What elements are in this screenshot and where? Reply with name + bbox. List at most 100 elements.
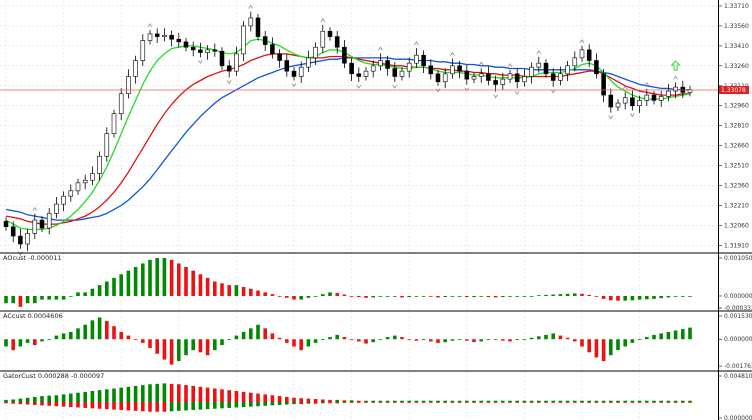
candle-body[interactable] (298, 66, 304, 77)
candle-body[interactable] (3, 221, 9, 228)
indicator-panels[interactable]: AOcust -0.000011 0.0010509 0.000000 -0.0003… (0, 252, 752, 420)
indicator-panel-ao[interactable]: AOcust -0.000011 0.0010509 0.000000 -0.0003… (0, 252, 752, 312)
candle-body[interactable] (514, 73, 520, 83)
candle-body[interactable] (183, 41, 189, 48)
price-panel[interactable] (0, 0, 718, 420)
candle-body[interactable] (356, 73, 362, 77)
candle-body[interactable] (666, 90, 671, 97)
candle-body[interactable] (118, 93, 124, 115)
candle-body[interactable] (673, 86, 678, 92)
candle-body[interactable] (615, 102, 621, 108)
candle-body[interactable] (46, 213, 52, 229)
candle-body[interactable] (10, 226, 16, 237)
candle-body[interactable] (651, 94, 657, 101)
candle-body[interactable] (54, 203, 59, 214)
candle-body[interactable] (284, 60, 290, 72)
indicator-panel-ac[interactable]: ACcust 0.0004606 0.0015304 0.000000 -0.0017… (0, 310, 752, 370)
candle-body[interactable] (644, 94, 650, 101)
candle-body[interactable] (176, 38, 182, 43)
candle-body[interactable] (421, 54, 426, 67)
indicator-panel-gator[interactable]: GatorCust 0.000288 -0.000097 0.004810 0.00… (0, 370, 752, 420)
candle-body[interactable] (90, 173, 95, 181)
candle-body[interactable] (658, 96, 664, 101)
candle-body[interactable] (234, 53, 239, 72)
candle-body[interactable] (97, 155, 102, 174)
candle-body[interactable] (536, 62, 542, 68)
candlesticks[interactable] (3, 11, 693, 252)
candle-body[interactable] (457, 65, 462, 72)
candle-body[interactable] (385, 60, 390, 69)
candle-body[interactable] (579, 49, 585, 59)
candle-body[interactable] (162, 34, 167, 37)
candle-body[interactable] (637, 100, 642, 107)
candle-body[interactable] (378, 60, 383, 67)
candle-body[interactable] (601, 73, 606, 96)
candle-body[interactable] (478, 73, 484, 77)
candle-body[interactable] (111, 113, 117, 134)
candle-body[interactable] (622, 97, 628, 104)
candle-body[interactable] (594, 60, 599, 75)
candle-body[interactable] (435, 73, 441, 83)
candle-body[interactable] (550, 73, 556, 81)
candle-body[interactable] (190, 46, 196, 51)
candle-body[interactable] (205, 49, 210, 53)
candle-body[interactable] (169, 34, 174, 40)
candle-body[interactable] (18, 235, 23, 245)
candle-body[interactable] (147, 33, 153, 41)
candle-body[interactable] (392, 68, 398, 77)
candle-body[interactable] (500, 78, 506, 85)
candle-body[interactable] (399, 70, 405, 77)
candle-body[interactable] (428, 65, 434, 75)
candle-body[interactable] (486, 73, 491, 81)
candle-body[interactable] (291, 70, 297, 77)
candle-body[interactable] (126, 76, 131, 95)
candle-body[interactable] (104, 133, 110, 157)
candle-body[interactable] (349, 62, 354, 75)
candle-body[interactable] (586, 49, 592, 61)
candle-body[interactable] (32, 219, 38, 234)
candle-body[interactable] (529, 66, 534, 77)
candle-body[interactable] (82, 179, 88, 184)
candle-body[interactable] (414, 54, 419, 64)
candle-body[interactable] (464, 70, 470, 80)
candle-body[interactable] (363, 70, 369, 77)
candle-body[interactable] (248, 17, 254, 27)
candle-body[interactable] (630, 97, 635, 107)
candle-body[interactable] (327, 30, 333, 37)
candle-body[interactable] (471, 76, 477, 80)
candle-body[interactable] (61, 195, 66, 205)
candle-body[interactable] (270, 44, 275, 55)
candle-body[interactable] (75, 182, 81, 192)
candle-body[interactable] (277, 53, 282, 61)
candle-body[interactable] (342, 46, 347, 64)
candle-body[interactable] (543, 62, 549, 75)
candle-body[interactable] (212, 49, 218, 52)
candle-body[interactable] (370, 65, 376, 72)
candle-body[interactable] (608, 94, 614, 108)
candle-body[interactable] (140, 40, 146, 61)
candle-body[interactable] (241, 25, 246, 55)
candle-body[interactable] (450, 65, 455, 75)
candle-body[interactable] (572, 57, 578, 67)
candle-body[interactable] (507, 73, 513, 80)
candle-body[interactable] (406, 62, 412, 72)
candle-body[interactable] (442, 73, 448, 83)
candle-body[interactable] (25, 233, 30, 245)
candle-body[interactable] (565, 65, 570, 75)
candle-body[interactable] (154, 33, 160, 37)
candle-body[interactable] (262, 36, 268, 45)
candle-body[interactable] (68, 190, 74, 197)
candle-body[interactable] (320, 30, 326, 48)
candle-body[interactable] (39, 219, 45, 229)
candle-body[interactable] (334, 36, 340, 48)
candle-body[interactable] (306, 57, 311, 68)
candle-body[interactable] (226, 65, 232, 72)
candle-body[interactable] (219, 50, 225, 67)
candle-body[interactable] (558, 73, 563, 81)
candle-body[interactable] (522, 76, 527, 83)
candle-body[interactable] (493, 80, 498, 85)
candle-body[interactable] (198, 49, 203, 53)
candle-body[interactable] (133, 60, 138, 77)
candle-body[interactable] (313, 46, 318, 59)
